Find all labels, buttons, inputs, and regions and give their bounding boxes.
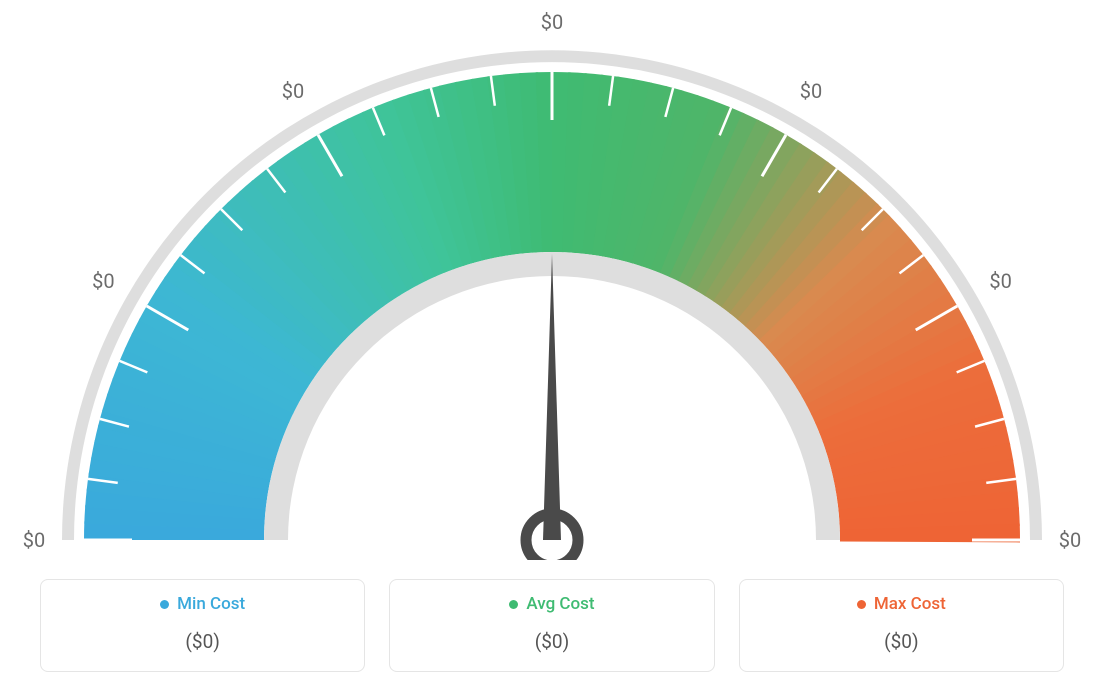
gauge-tick-label: $0 [1059,528,1081,552]
legend-title: Avg Cost [509,594,594,614]
legend-value: ($0) [53,630,352,653]
gauge-chart: $0 $0 $0 $0 $0 $0 $0 [0,0,1104,560]
gauge-tick-label: $0 [541,10,563,34]
legend-value: ($0) [752,630,1051,653]
legend-label: Min Cost [177,594,245,614]
legend-label: Max Cost [874,594,946,614]
legend-card: Min Cost ($0) [40,579,365,673]
gauge-tick-label: $0 [23,528,45,552]
legend-dot-icon [160,600,169,609]
legend-label: Avg Cost [526,594,594,614]
gauge-needle [543,254,561,540]
gauge-tick-label: $0 [92,269,114,293]
legend-title: Min Cost [160,594,245,614]
gauge-tick-label: $0 [282,79,304,103]
gauge-tick-label: $0 [989,269,1011,293]
legend-value: ($0) [402,630,701,653]
legend-card: Avg Cost ($0) [389,579,714,673]
gauge-tick-label: $0 [800,79,822,103]
legend-dot-icon [857,600,866,609]
legend-row: Min Cost ($0) Avg Cost ($0) Max Cost ($0) [40,579,1064,673]
legend-card: Max Cost ($0) [739,579,1064,673]
legend-title: Max Cost [857,594,946,614]
legend-dot-icon [509,600,518,609]
gauge-svg [0,0,1104,560]
